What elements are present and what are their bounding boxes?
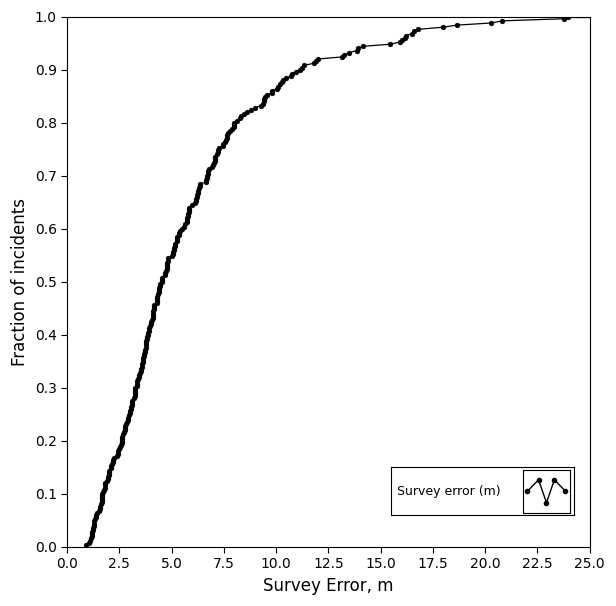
X-axis label: Survey Error, m: Survey Error, m: [263, 577, 394, 595]
Y-axis label: Fraction of incidents: Fraction of incidents: [11, 198, 29, 366]
